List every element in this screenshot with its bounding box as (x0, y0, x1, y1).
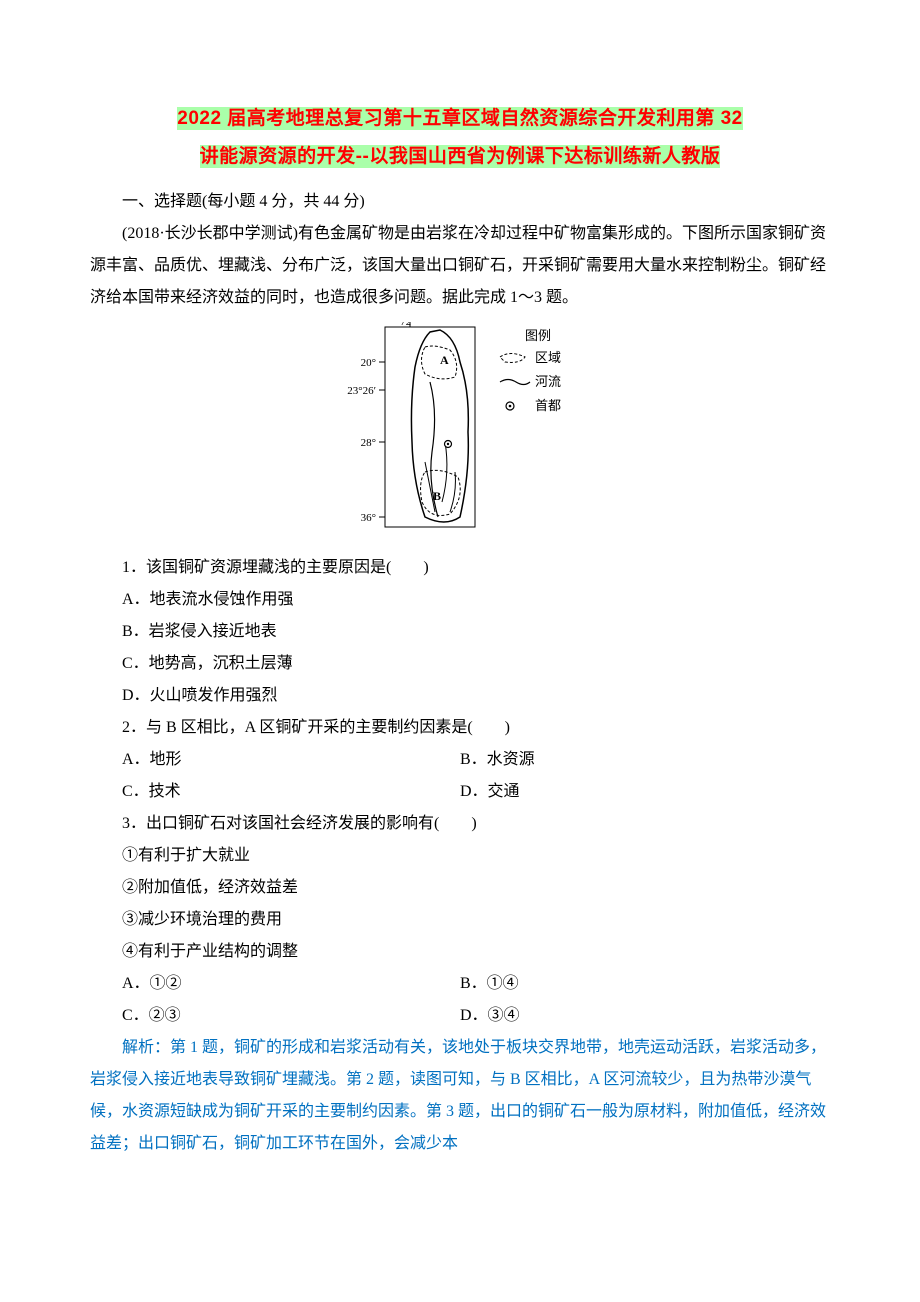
q3-stem: 3．出口铜矿石对该国社会经济发展的影响有( ) (90, 808, 830, 840)
legend-region-icon (500, 354, 525, 363)
q3-row-cd: C．②③ D．③④ (90, 1000, 830, 1032)
q2-opt-a: A．地形 (90, 744, 460, 776)
q3-s1: ①有利于扩大就业 (90, 840, 830, 872)
q3-opt-c: C．②③ (90, 1000, 460, 1032)
section-header: 一、选择题(每小题 4 分，共 44 分) (90, 186, 830, 218)
analysis-text: 解析：第 1 题，铜矿的形成和岩浆活动有关，该地处于板块交界地带，地壳运动活跃，… (90, 1032, 830, 1160)
q2-opt-c: C．技术 (90, 776, 460, 808)
lon-label: 72° (400, 322, 415, 328)
q2-stem: 2．与 B 区相比，A 区铜矿开采的主要制约因素是( ) (90, 712, 830, 744)
q2-row-ab: A．地形 B．水资源 (90, 744, 830, 776)
q3-opt-a: A．①② (90, 968, 460, 1000)
lat-label-0: 20° (361, 357, 376, 369)
q1-opt-a: A．地表流水侵蚀作用强 (90, 584, 830, 616)
q3-opt-b: B．①④ (460, 968, 830, 1000)
lat-label-2: 28° (361, 437, 376, 449)
q1-opt-b: B．岩浆侵入接近地表 (90, 616, 830, 648)
doc-title: 2022 届高考地理总复习第十五章区域自然资源综合开发利用第 32 讲能源资源的… (90, 100, 830, 176)
q2-opt-b: B．水资源 (460, 744, 830, 776)
q1-stem: 1．该国铜矿资源埋藏浅的主要原因是( ) (90, 552, 830, 584)
map-figure: 72° 20° 23°26′ 28° 36° A B 图例 区域 河流 首都 (90, 322, 830, 544)
q3-s3: ③减少环境治理的费用 (90, 904, 830, 936)
q1-opt-c: C．地势高，沉积土层薄 (90, 648, 830, 680)
legend-title: 图例 (525, 328, 551, 343)
title-line-1: 2022 届高考地理总复习第十五章区域自然资源综合开发利用第 32 (177, 107, 742, 130)
legend-region-label: 区域 (535, 350, 561, 365)
q2-opt-d: D．交通 (460, 776, 830, 808)
q3-opt-d: D．③④ (460, 1000, 830, 1032)
legend-river-label: 河流 (535, 374, 561, 389)
title-line-2: 讲能源资源的开发--以我国山西省为例课下达标训练新人教版 (200, 145, 721, 168)
lat-label-3: 36° (361, 512, 376, 524)
legend-capital-icon-inner (509, 405, 512, 408)
q3-s2: ②附加值低，经济效益差 (90, 872, 830, 904)
lat-label-1: 23°26′ (347, 385, 376, 397)
q3-row-ab: A．①② B．①④ (90, 968, 830, 1000)
map-svg: 72° 20° 23°26′ 28° 36° A B 图例 区域 河流 首都 (330, 322, 590, 532)
legend-capital-label: 首都 (535, 398, 561, 413)
marker-a: A (440, 353, 449, 367)
q1-opt-d: D．火山喷发作用强烈 (90, 680, 830, 712)
legend-river-icon (500, 380, 530, 385)
q2-row-cd: C．技术 D．交通 (90, 776, 830, 808)
capital-marker-inner (447, 443, 449, 445)
intro-paragraph: (2018·长沙长郡中学测试)有色金属矿物是由岩浆在冷却过程中矿物富集形成的。下… (90, 218, 830, 314)
q3-s4: ④有利于产业结构的调整 (90, 936, 830, 968)
marker-b: B (433, 489, 441, 503)
